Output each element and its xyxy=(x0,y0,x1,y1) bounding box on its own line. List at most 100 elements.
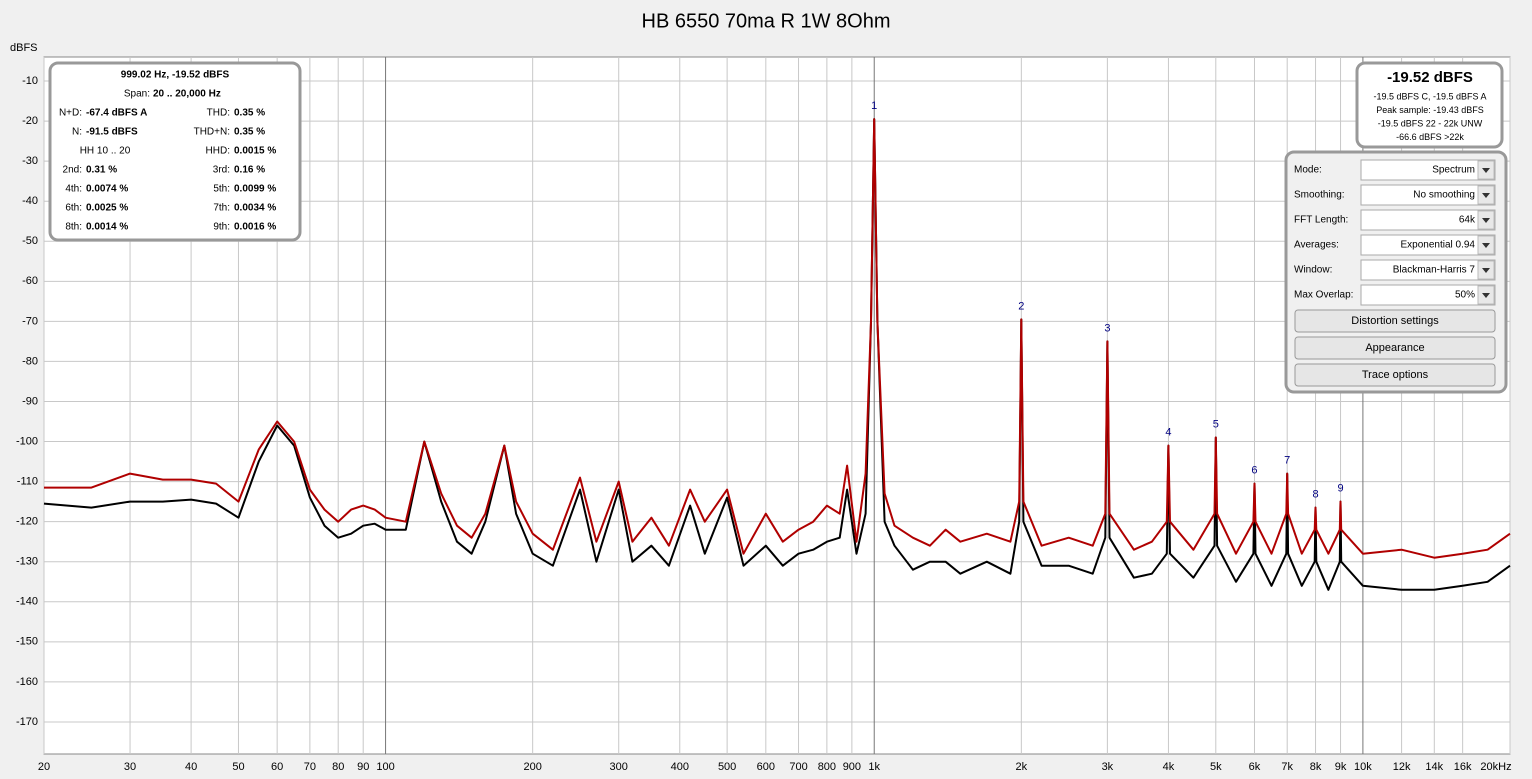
y-axis-label: dBFS xyxy=(10,42,38,54)
dropdown[interactable] xyxy=(1360,284,1496,306)
info-label: 6th: xyxy=(65,203,82,214)
x-tick-label: 10k xyxy=(1354,761,1372,773)
info-value: 0.35 % xyxy=(234,127,265,138)
x-tick-label: 500 xyxy=(718,761,736,773)
info-label: 7th: xyxy=(213,203,230,214)
x-tick-label: 20 xyxy=(38,761,50,773)
peak-label: 2 xyxy=(1018,300,1024,312)
info-label: 4th: xyxy=(65,184,82,195)
button[interactable] xyxy=(1294,363,1496,387)
level-line: -66.6 dBFS >22k xyxy=(1396,132,1464,142)
x-tick-label: 6k xyxy=(1249,761,1261,773)
x-tick-label: 3k xyxy=(1102,761,1114,773)
info-value: 0.0025 % xyxy=(86,203,128,214)
peak-label: 3 xyxy=(1104,322,1110,334)
y-tick-label: -110 xyxy=(17,476,38,488)
dropdown-value[interactable]: 64k xyxy=(1459,215,1476,226)
info-value: 0.16 % xyxy=(234,165,265,176)
dropdown-value[interactable]: Exponential 0.94 xyxy=(1400,240,1475,251)
y-tick-label: -80 xyxy=(22,355,38,367)
y-tick-label: -20 xyxy=(22,115,38,127)
info-label: 8th: xyxy=(65,222,82,233)
y-tick-label: -40 xyxy=(22,195,38,207)
button-label[interactable]: Appearance xyxy=(1365,342,1424,354)
peak-label: 5 xyxy=(1213,418,1219,430)
x-tick-label: 7k xyxy=(1281,761,1293,773)
x-tick-label: 8k xyxy=(1310,761,1322,773)
dropdown[interactable] xyxy=(1360,259,1496,281)
dropdown[interactable] xyxy=(1360,159,1496,181)
info-label: THD+N: xyxy=(194,127,230,138)
field-label: Averages: xyxy=(1294,240,1339,251)
x-tick-label: 14k xyxy=(1425,761,1443,773)
info-label: HHD: xyxy=(206,146,230,157)
dropdown-arrow xyxy=(1482,168,1490,173)
x-tick-label: 4k xyxy=(1163,761,1175,773)
info-label: N+D: xyxy=(59,108,82,119)
x-tick-label: 900 xyxy=(843,761,861,773)
level-line: -19.5 dBFS C, -19.5 dBFS A xyxy=(1373,91,1486,101)
info-value: 0.0016 % xyxy=(234,222,276,233)
x-tick-label: 20kHz xyxy=(1480,761,1511,773)
dropdown-arrow xyxy=(1482,293,1490,298)
span-label: Span: xyxy=(124,89,150,100)
y-tick-label: -50 xyxy=(22,235,38,247)
field-label: Max Overlap: xyxy=(1294,290,1353,301)
info-label: 2nd: xyxy=(63,165,82,176)
button[interactable] xyxy=(1294,309,1496,333)
info-value: 0.35 % xyxy=(234,108,265,119)
x-tick-label: 80 xyxy=(332,761,344,773)
button-label[interactable]: Trace options xyxy=(1362,369,1429,381)
y-tick-label: -100 xyxy=(16,435,38,447)
x-tick-label: 1k xyxy=(868,761,880,773)
x-tick-label: 700 xyxy=(789,761,807,773)
x-tick-label: 60 xyxy=(271,761,283,773)
dropdown-value[interactable]: Blackman-Harris 7 xyxy=(1393,265,1476,276)
info-panel xyxy=(48,61,302,242)
x-tick-label: 50 xyxy=(232,761,244,773)
info-label: THD: xyxy=(207,108,230,119)
info-value: 0.0034 % xyxy=(234,203,276,214)
button-label[interactable]: Distortion settings xyxy=(1351,315,1439,327)
x-tick-label: 30 xyxy=(124,761,136,773)
info-value: 0.31 % xyxy=(86,165,117,176)
x-tick-label: 400 xyxy=(671,761,689,773)
y-tick-label: -170 xyxy=(16,716,38,728)
info-label: HH 10 .. 20 xyxy=(80,146,131,157)
level-panel xyxy=(1355,61,1504,149)
dropdown-value[interactable]: 50% xyxy=(1455,290,1475,301)
info-label: N: xyxy=(72,127,82,138)
y-tick-label: -10 xyxy=(22,75,38,87)
dropdown-value[interactable]: Spectrum xyxy=(1432,165,1475,176)
dropdown[interactable] xyxy=(1360,209,1496,231)
chart-title: HB 6550 70ma R 1W 8Ohm xyxy=(642,10,891,32)
info-value: 0.0074 % xyxy=(86,184,128,195)
dropdown-arrow xyxy=(1482,193,1490,198)
peak-label: 4 xyxy=(1165,426,1171,438)
y-tick-label: -160 xyxy=(16,676,38,688)
level-readout: -19.52 dBFS xyxy=(1387,69,1473,86)
dropdown-arrow xyxy=(1482,268,1490,273)
info-value: -67.4 dBFS A xyxy=(86,108,147,119)
button[interactable] xyxy=(1294,336,1496,360)
info-label: 5th: xyxy=(213,184,230,195)
info-value: 0.0014 % xyxy=(86,222,128,233)
peak-label: 6 xyxy=(1251,465,1257,477)
dropdown[interactable] xyxy=(1360,184,1496,206)
dropdown[interactable] xyxy=(1360,234,1496,256)
y-tick-label: -70 xyxy=(22,315,38,327)
y-tick-label: -150 xyxy=(16,636,38,648)
field-label: Smoothing: xyxy=(1294,190,1345,201)
span-value: 20 .. 20,000 Hz xyxy=(153,89,221,100)
x-tick-label: 100 xyxy=(376,761,394,773)
y-tick-label: -60 xyxy=(22,275,38,287)
peak-label: 1 xyxy=(871,100,877,112)
y-tick-label: -140 xyxy=(16,596,38,608)
dropdown-value[interactable]: No smoothing xyxy=(1413,190,1475,201)
peak-label: 8 xyxy=(1312,489,1318,501)
field-label: FFT Length: xyxy=(1294,215,1348,226)
y-tick-label: -120 xyxy=(16,516,38,528)
y-tick-label: -130 xyxy=(16,556,38,568)
x-tick-label: 300 xyxy=(610,761,628,773)
